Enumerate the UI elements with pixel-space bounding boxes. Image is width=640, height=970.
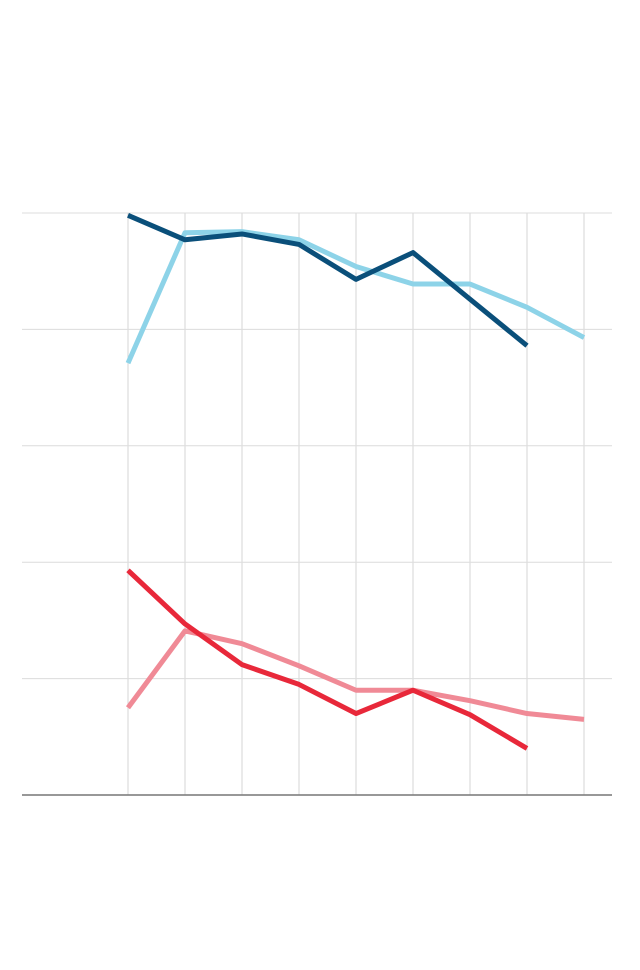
line-series (126, 568, 529, 751)
line-series (127, 213, 529, 348)
line-series (125, 229, 586, 365)
